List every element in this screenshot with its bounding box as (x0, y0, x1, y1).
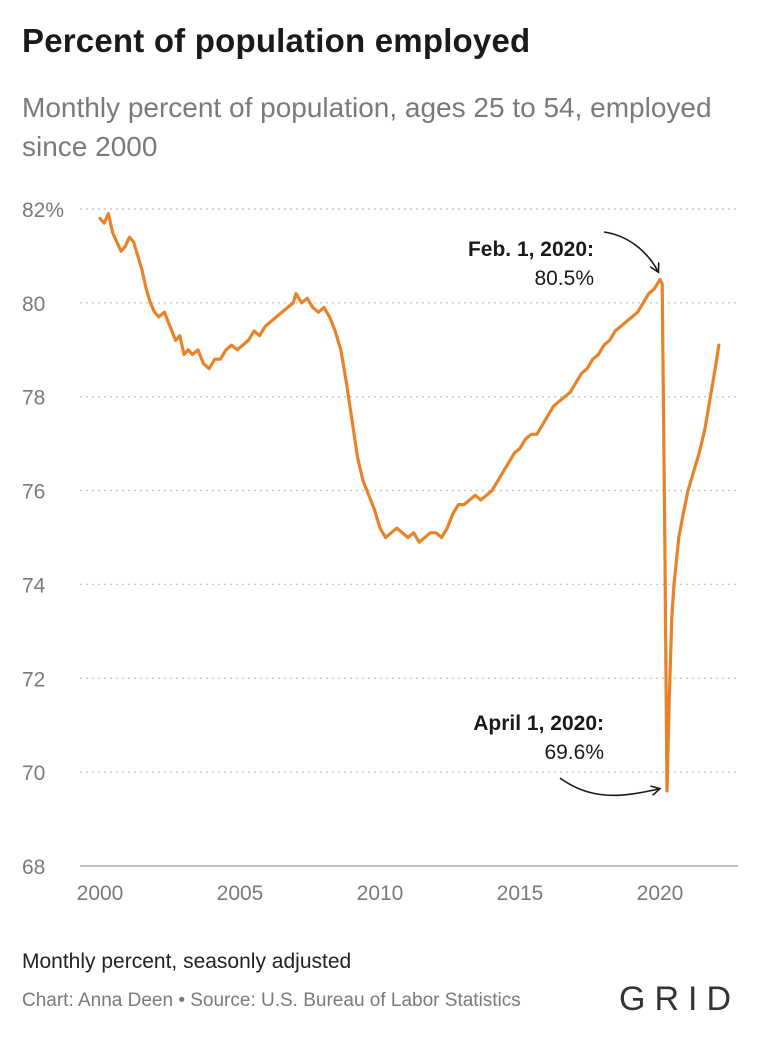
y-axis-ticks: 82% 80 78 76 74 72 70 68 (22, 199, 64, 879)
y-tick-label: 74 (22, 574, 46, 597)
x-tick-label: 2005 (217, 882, 264, 905)
series-layer (98, 212, 721, 793)
x-tick-label: 2010 (357, 882, 404, 905)
annotation-value: 80.5% (534, 267, 594, 290)
chart-note: Monthly percent, seasonly adjusted (22, 950, 352, 973)
annotation-value: 69.6% (544, 741, 604, 764)
annotation-title: Feb. 1, 2020: (468, 238, 594, 261)
y-tick-label: 76 (22, 481, 45, 504)
y-tick-label: 70 (22, 762, 45, 785)
x-tick-label: 2015 (497, 882, 544, 905)
y-tick-label: 80 (22, 293, 45, 316)
x-axis-ticks: 2000 2005 2010 2015 2020 (77, 882, 684, 905)
series-line (98, 212, 721, 793)
annotation-arrow (559, 777, 659, 797)
brand-logo: GRID (619, 980, 740, 1018)
annotation: April 1, 2020: 69.6% (473, 712, 659, 797)
y-tick-label: 72 (22, 668, 45, 691)
y-tick-label: 78 (22, 387, 45, 410)
annotations: Feb. 1, 2020: 80.5% April 1, 2020: 69.6% (468, 231, 659, 797)
line-chart: 82% 80 78 76 74 72 70 68 2000 2005 2010 2015 2020 F… (22, 199, 738, 905)
y-tick-label: 82% (22, 199, 64, 222)
y-tick-label: 68 (22, 856, 45, 879)
chart-subtitle: Monthly percent of population, ages 25 t… (22, 92, 712, 162)
gridlines (80, 208, 738, 867)
x-tick-label: 2020 (637, 882, 684, 905)
chart-title: Percent of population employed (22, 22, 531, 59)
annotation-title: April 1, 2020: (473, 712, 604, 735)
annotation: Feb. 1, 2020: 80.5% (468, 231, 658, 290)
x-tick-label: 2000 (77, 882, 124, 905)
chart-credit: Chart: Anna Deen • Source: U.S. Bureau o… (22, 990, 521, 1011)
annotation-arrow (603, 231, 658, 271)
